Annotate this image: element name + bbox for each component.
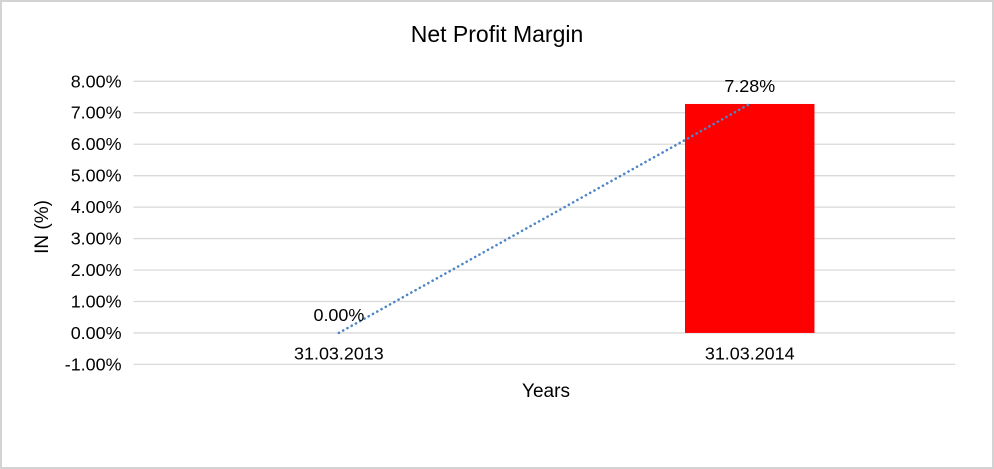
y-tick-label: 1.00% bbox=[71, 291, 122, 311]
x-category-label: 31.03.2014 bbox=[705, 344, 795, 364]
data-label: 7.28% bbox=[724, 76, 775, 96]
bar bbox=[684, 103, 815, 333]
y-tick-label: 6.00% bbox=[71, 134, 122, 154]
data-label: 0.00% bbox=[313, 305, 364, 325]
x-axis-title: Years bbox=[522, 381, 570, 402]
y-tick-label: 3.00% bbox=[71, 229, 122, 249]
y-tick-label: 5.00% bbox=[71, 166, 122, 186]
y-tick-label: 8.00% bbox=[71, 71, 122, 91]
y-tick-label: 7.00% bbox=[71, 103, 122, 123]
y-tick-label: -1.00% bbox=[65, 354, 122, 374]
y-tick-label: 2.00% bbox=[71, 260, 122, 280]
x-category-label: 31.03.2013 bbox=[294, 344, 384, 364]
y-tick-label: 4.00% bbox=[71, 197, 122, 217]
chart-title: Net Profit Margin bbox=[410, 21, 584, 47]
trendline bbox=[337, 102, 752, 335]
y-tick-label: 0.00% bbox=[71, 323, 122, 343]
